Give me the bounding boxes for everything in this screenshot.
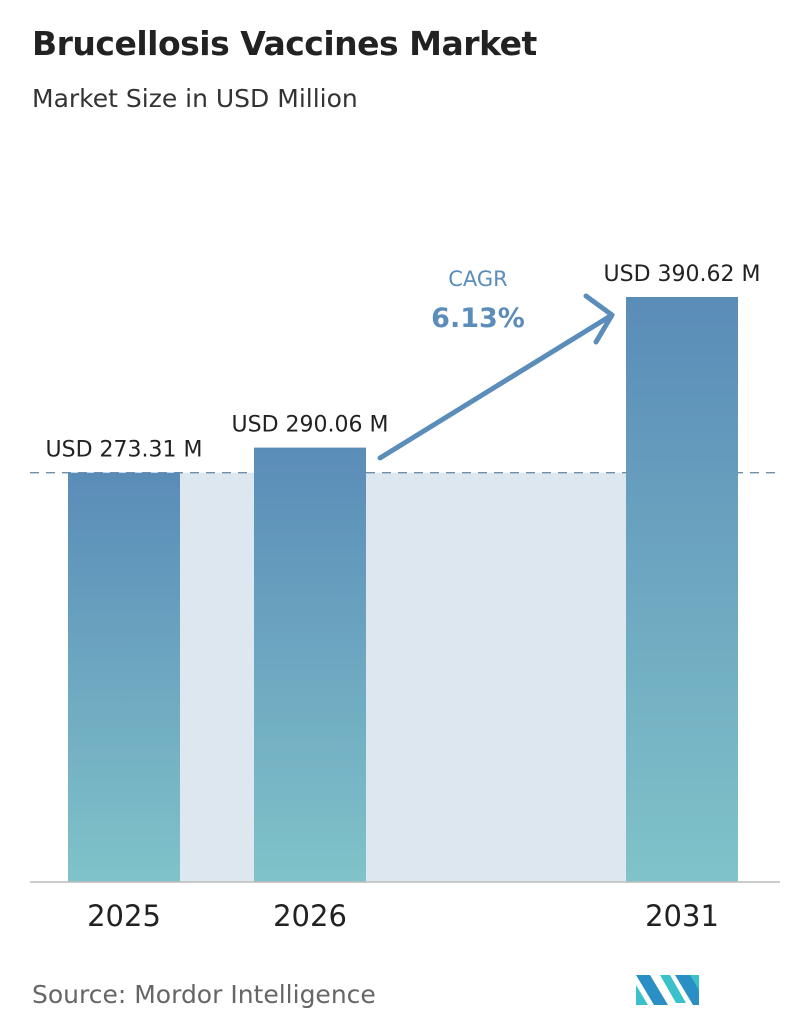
x-tick-2031: 2031 <box>645 899 719 933</box>
bar-2026 <box>254 447 366 882</box>
bar-2031 <box>626 297 738 882</box>
logo-shape <box>636 985 648 1005</box>
logo-shape <box>636 975 668 1005</box>
x-tick-2026: 2026 <box>273 899 347 933</box>
reference-fill <box>180 472 626 882</box>
x-tick-2025: 2025 <box>87 899 161 933</box>
logo-shape <box>675 975 699 1005</box>
data-label-2026: USD 290.06 M <box>232 413 389 438</box>
chart-subtitle: Market Size in USD Million <box>32 84 358 113</box>
logo-shape <box>660 975 686 1003</box>
data-label-2025: USD 273.31 M <box>46 438 203 463</box>
chart-title: Brucellosis Vaccines Market <box>32 24 537 63</box>
cagr-arrow <box>377 293 615 461</box>
mordor-logo <box>636 975 699 1005</box>
bar-2025 <box>68 472 180 882</box>
cagr-label: CAGR <box>448 267 508 291</box>
cagr-value: 6.13% <box>431 303 525 334</box>
logo-shape <box>690 975 699 990</box>
source-text: Source: Mordor Intelligence <box>32 980 376 1009</box>
data-label-2031: USD 390.62 M <box>604 262 761 287</box>
